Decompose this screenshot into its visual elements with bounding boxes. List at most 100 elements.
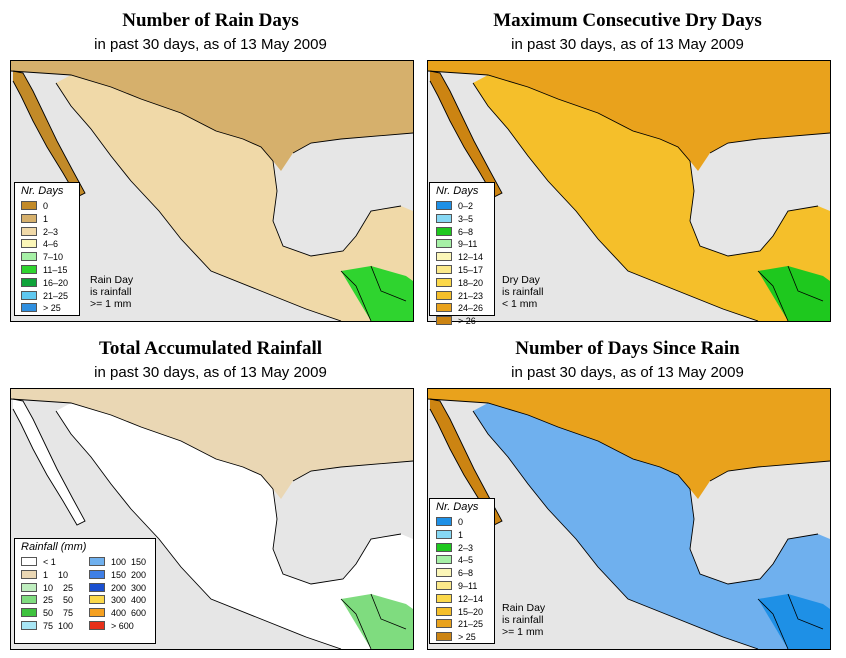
legend-label: 4–6 <box>43 239 59 250</box>
legend-label: 1 10 <box>43 569 69 580</box>
legend-swatch <box>436 581 452 590</box>
legend-swatch <box>21 557 37 566</box>
baja-land <box>430 71 502 197</box>
legend-label: 2–3 <box>458 542 474 553</box>
central-america-land <box>758 594 830 649</box>
legend-label: > 25 <box>43 303 61 314</box>
legend-label: 9–11 <box>458 239 478 250</box>
legend-swatch <box>436 201 452 210</box>
legend-label: 7–10 <box>43 252 64 263</box>
panel-max-dry-days: Maximum Consecutive Dry Days in past 30 … <box>425 6 831 326</box>
legend-label: 18–20 <box>458 277 484 288</box>
legend: Nr. Days 0 1 2–3 4–6 7–10 11–15 16–20 21–25 > 25 <box>14 182 80 316</box>
panel-subtitle: in past 30 days, as of 13 May 2009 <box>511 36 744 53</box>
legend-swatch <box>89 608 105 618</box>
legend-swatch <box>89 595 105 605</box>
central-america-land <box>341 594 413 649</box>
legend-label: 9–11 <box>458 581 478 591</box>
panel-title: Total Accumulated Rainfall <box>98 338 323 359</box>
legend-label: 6–8 <box>458 226 474 237</box>
legend-swatch <box>21 265 37 274</box>
legend-label: > 26 <box>458 316 476 327</box>
mexico-map <box>11 389 413 649</box>
panel-title: Number of Days Since Rain <box>515 338 740 359</box>
central-america-land <box>341 266 413 321</box>
legend-swatch <box>21 303 37 313</box>
legend-swatch <box>436 252 452 262</box>
panel-total-rainfall: Total Accumulated Rainfall in past 30 da… <box>8 334 414 654</box>
legend-swatch <box>436 542 452 552</box>
note-line: is rainfall <box>502 286 544 298</box>
legend-swatch <box>436 529 452 539</box>
definition-note: Rain Day is rainfall >= 1 mm <box>90 274 133 310</box>
legend-label: 21–23 <box>458 290 484 301</box>
legend-swatch <box>436 226 452 236</box>
legend-swatch <box>21 582 37 592</box>
us-land <box>11 389 413 499</box>
mexico-land <box>473 75 830 321</box>
legend-label: 150 200 <box>111 569 147 580</box>
legend-swatch <box>89 557 105 566</box>
legend-swatch <box>436 619 452 629</box>
legend-swatch <box>21 608 37 618</box>
legend-label: > 600 <box>111 621 134 631</box>
legend-label: 21–25 <box>458 619 484 630</box>
legend: Nr. Days 0–2 3–5 6–8 9–11 12–14 15–17 18–20 21–… <box>429 182 495 326</box>
legend-swatch <box>21 213 37 223</box>
legend-swatch <box>21 290 37 300</box>
definition-note: Rain Day is rainfall >= 1 mm <box>502 602 545 638</box>
legend-swatch <box>89 582 105 592</box>
legend-swatch <box>89 621 105 630</box>
panel-days-since-rain: Number of Days Since Rain in past 30 day… <box>425 334 831 654</box>
legend-swatch <box>21 252 37 262</box>
central-america-land <box>758 266 830 321</box>
legend-swatch <box>436 517 452 526</box>
panel-subtitle: in past 30 days, as of 13 May 2009 <box>94 364 327 381</box>
us-land <box>428 61 830 171</box>
legend-swatch <box>21 201 37 210</box>
baja-land <box>13 71 85 197</box>
legend-label: 200 300 <box>111 582 147 593</box>
legend-swatch <box>436 213 452 223</box>
legend-label: 0 <box>43 201 49 211</box>
note-line: >= 1 mm <box>502 626 544 638</box>
legend-label: 0 <box>458 517 464 527</box>
legend-label: 24–26 <box>458 303 484 314</box>
legend-label: 4–5 <box>458 555 474 566</box>
legend-label: > 25 <box>458 632 476 643</box>
panel-title: Maximum Consecutive Dry Days <box>493 10 762 31</box>
legend-label: 75 100 <box>43 621 74 631</box>
mexico-land <box>56 403 413 649</box>
legend-label: 16–20 <box>43 277 69 288</box>
legend-swatch <box>436 555 452 565</box>
legend-swatch <box>21 595 37 605</box>
legend-label: 1 <box>458 529 464 540</box>
legend-label: 12–14 <box>458 593 484 604</box>
legend-title: Nr. Days <box>21 185 64 197</box>
legend-swatch <box>21 277 37 287</box>
legend-label: 1 <box>43 213 49 224</box>
note-line: < 1 mm <box>502 298 538 310</box>
legend-label: 300 400 <box>111 595 147 606</box>
legend-swatch <box>436 606 452 616</box>
note-line: is rainfall <box>502 614 544 626</box>
legend-label: 15–17 <box>458 265 484 275</box>
legend: Rainfall (mm) < 1 1 10 10 25 25 50 50 75 75 1… <box>14 538 156 644</box>
legend-label: 15–20 <box>458 606 484 617</box>
legend-label: 12–14 <box>458 252 484 263</box>
legend-label: 3–5 <box>458 213 474 224</box>
legend-label: 50 75 <box>43 608 74 619</box>
legend-label: 100 150 <box>111 557 147 567</box>
legend-label: 400 600 <box>111 608 147 619</box>
panel-subtitle: in past 30 days, as of 13 May 2009 <box>511 364 744 381</box>
mexico-land <box>473 403 830 649</box>
baja-land <box>430 399 502 525</box>
panel-subtitle: in past 30 days, as of 13 May 2009 <box>94 36 327 53</box>
legend-label: 2–3 <box>43 226 59 237</box>
legend-label: 10 25 <box>43 582 74 593</box>
legend-label: 21–25 <box>43 290 69 301</box>
note-line: >= 1 mm <box>90 298 132 310</box>
legend-label: 25 50 <box>43 595 74 606</box>
legend-swatch <box>21 621 37 630</box>
panel-rain-days: Number of Rain Days in past 30 days, as … <box>8 6 414 326</box>
